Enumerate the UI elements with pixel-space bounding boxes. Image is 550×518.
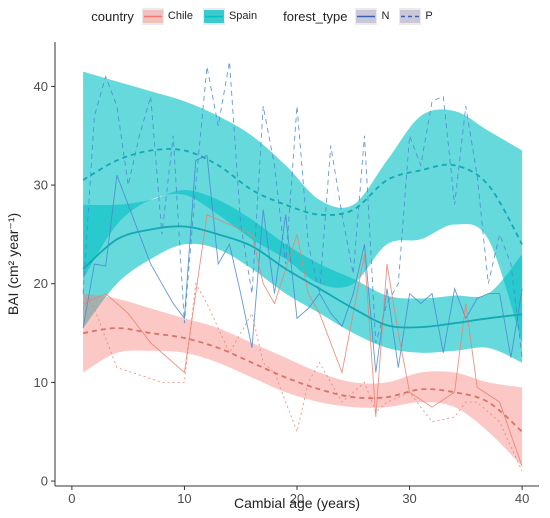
y-tick-label: 40 (34, 79, 48, 94)
x-tick-label: 0 (68, 491, 75, 506)
y-tick-label: 0 (41, 474, 48, 489)
raw-line-chile-n (82, 214, 523, 467)
legend-label-p: P (425, 10, 433, 22)
legend-group-country: Chile Spain (140, 7, 265, 25)
raw-line-spain-p (82, 61, 523, 358)
legend-key-p (399, 7, 422, 25)
legend-title-forest-type: forest_type (283, 8, 348, 24)
x-tick-label: 10 (177, 491, 191, 506)
y-axis-title: BAI (cm² year⁻¹) (5, 213, 21, 315)
x-tick-label: 20 (290, 491, 304, 506)
legend-label-spain: Spain (228, 10, 258, 22)
x-tick-label: 40 (515, 491, 529, 506)
legend: country Chile Spain forest_type N P (0, 4, 550, 28)
smooth-line-spain-n (82, 225, 523, 329)
y-tick-label: 10 (34, 375, 48, 390)
ribbon-chile-p (83, 293, 523, 467)
raw-line-chile-p (82, 282, 523, 472)
legend-title-country: country (91, 8, 134, 24)
plot-area: 0 10 20 30 40 0 10 20 30 40 (34, 42, 539, 506)
y-tick-label: 20 (34, 276, 48, 291)
legend-label-chile: Chile (167, 10, 193, 22)
smooth-line-chile-p (82, 327, 523, 433)
ribbon-spain-n (83, 190, 523, 363)
legend-key-chile (141, 7, 164, 25)
x-tick-label: 30 (402, 491, 416, 506)
ribbon-spain-p (83, 71, 523, 343)
smooth-line-spain-p (82, 148, 523, 245)
y-tick-label: 30 (34, 178, 48, 193)
x-axis-title: Cambial age (years) (234, 495, 360, 511)
legend-key-spain (202, 7, 225, 25)
legend-label-n: N (381, 10, 390, 22)
legend-key-n (355, 7, 378, 25)
legend-group-forest-type: N P (353, 7, 440, 25)
raw-line-spain-n (82, 154, 523, 373)
